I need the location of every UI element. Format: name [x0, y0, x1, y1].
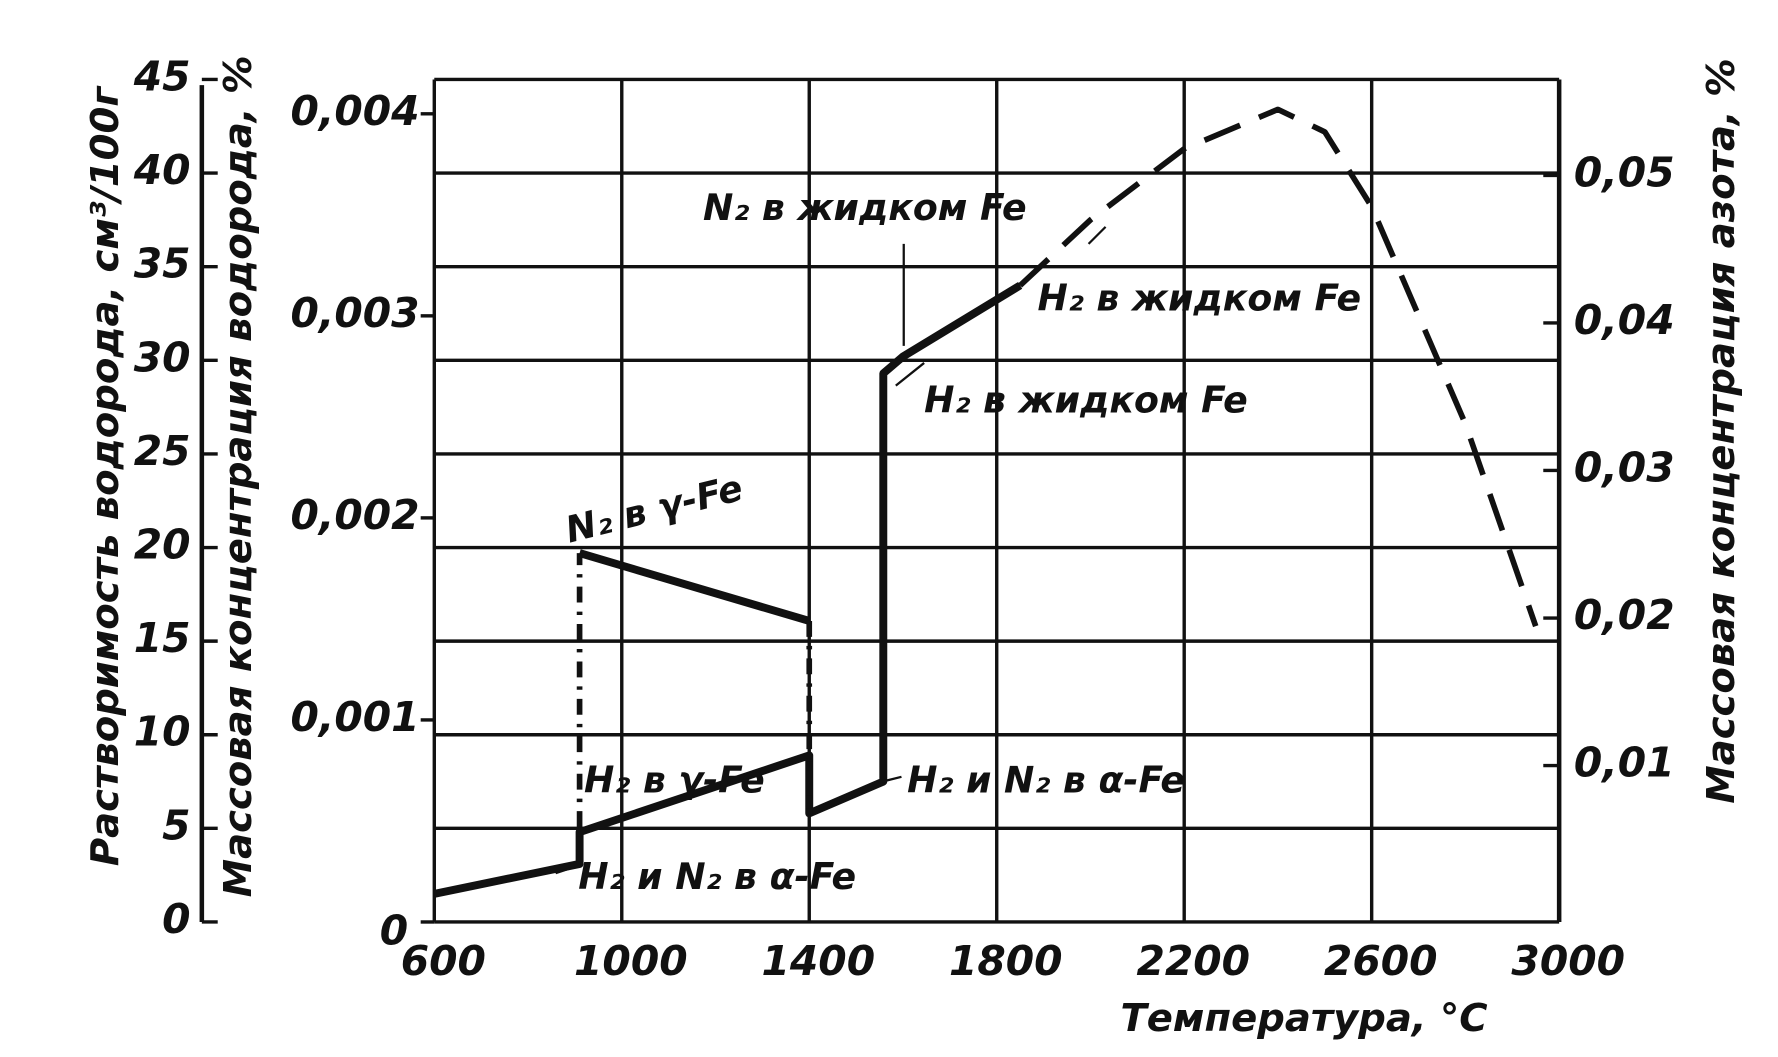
annotation: N₂ в жидком Fe	[703, 186, 1027, 229]
leader-line	[895, 362, 925, 387]
y-tick-label: 25	[134, 427, 191, 475]
y-tick-label: 20	[134, 521, 191, 569]
y3-tick-label: 0,002	[290, 491, 419, 539]
annotation: H₂ в жидком Fe	[1038, 277, 1362, 320]
y3-tick-label: 0,004	[290, 87, 419, 135]
annotation: H₂ в жидком Fe	[924, 379, 1248, 422]
y-tick-label: 35	[134, 240, 191, 288]
y-tick-label: 40	[133, 146, 191, 194]
x-tick-label: 600	[401, 937, 486, 985]
annotation: H₂ в γ-Fe	[584, 759, 765, 802]
series-line	[578, 549, 811, 625]
y3-tick-label: 0	[380, 906, 408, 954]
series-line	[433, 282, 1023, 898]
y-tick-label: 45	[133, 52, 191, 100]
x-tick-label: 1800	[949, 937, 1063, 985]
annotation: H₂ и N₂ в α-Fe	[578, 855, 856, 898]
x-tick-label: 2600	[1324, 937, 1438, 985]
y3-tick-label: 0,003	[290, 289, 419, 337]
leader-line	[555, 866, 573, 875]
annotation: H₂ и N₂ в α-Fe	[907, 759, 1185, 802]
y3-axis-title: Массовая концентрация водорода, %	[216, 55, 261, 897]
leader-line	[1087, 226, 1107, 245]
y-tick-label: 0	[162, 895, 190, 943]
y2-tick-label: 0,03	[1574, 443, 1675, 491]
y3-tick-label: 0,001	[290, 693, 419, 741]
y2-tick-label: 0,01	[1574, 739, 1675, 787]
y-tick-label: 15	[134, 614, 191, 662]
y2-tick-label: 0,04	[1574, 296, 1675, 344]
y-tick-label: 5	[162, 801, 190, 849]
y-tick-label: 30	[134, 333, 191, 381]
x-tick-label: 1000	[574, 937, 688, 985]
series-line	[1018, 106, 1539, 628]
x-tick-label: 3000	[1511, 937, 1625, 985]
y-tick-label: 10	[134, 708, 191, 756]
y2-axis-title: Массовая концентрация азота, %	[1699, 58, 1744, 803]
x-axis-title: Температура, °С	[1121, 996, 1488, 1041]
y2-tick-label: 0,02	[1574, 591, 1675, 639]
leader-line	[878, 775, 902, 784]
y2-tick-label: 0,05	[1574, 148, 1675, 196]
x-tick-label: 1400	[762, 937, 876, 985]
y-axis-title: Растворимость водорода, см³/100г	[83, 85, 128, 866]
annotation: N₂ в γ-Fe	[561, 466, 747, 551]
x-tick-label: 2200	[1136, 937, 1250, 985]
